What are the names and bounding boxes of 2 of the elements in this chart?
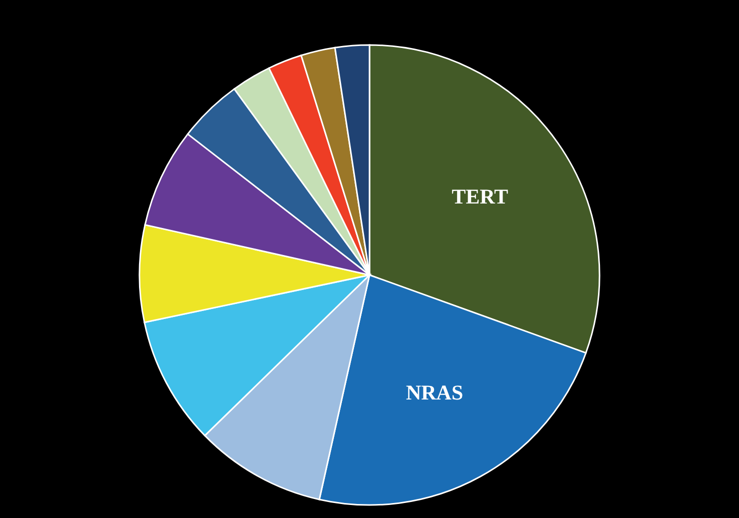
slice-label: TERT (452, 184, 508, 208)
slice-label: NRAS (406, 380, 464, 404)
